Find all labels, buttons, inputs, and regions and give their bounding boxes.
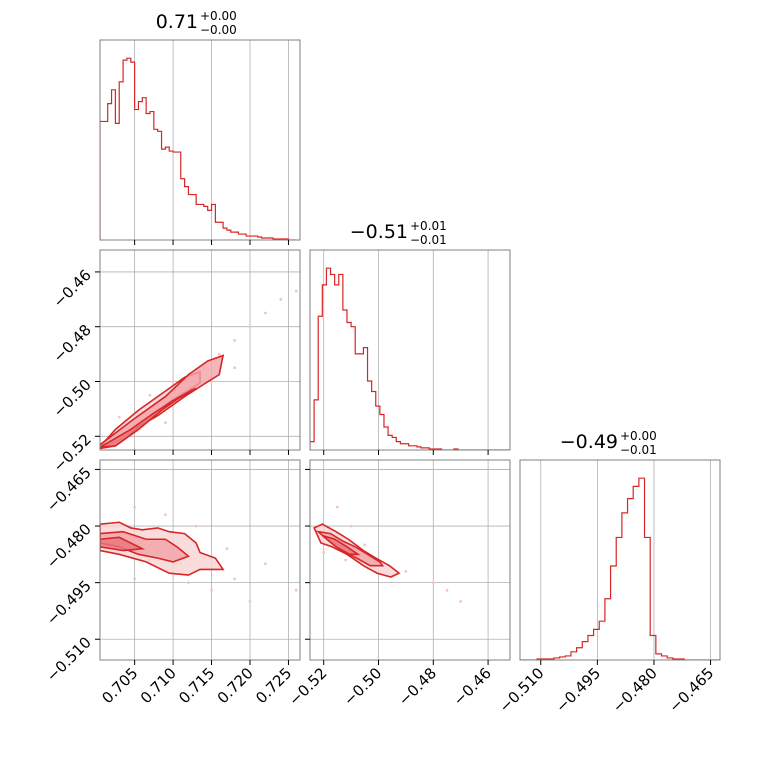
x-tick-label: 0.705 <box>98 664 141 707</box>
x-tick-label: −0.46 <box>450 664 495 709</box>
scatter-point <box>233 577 237 581</box>
scatter-point <box>335 505 339 509</box>
panel-title-lower: −0.00 <box>200 23 237 37</box>
x-tick-label: −0.52 <box>285 664 330 709</box>
y-tick-label: −0.495 <box>43 577 95 629</box>
y-tick-label: −0.50 <box>50 376 95 421</box>
scatter-point <box>322 551 326 554</box>
scatter-point <box>344 558 348 562</box>
panel-title-upper: +0.00 <box>200 9 237 23</box>
panel-title-upper: +0.01 <box>410 219 447 233</box>
panel-frame <box>99 459 301 661</box>
scatter-point <box>294 588 298 592</box>
histogram-step <box>100 57 297 240</box>
panel-title-lower: −0.01 <box>410 233 447 247</box>
panel-pair-2-0: 0.7050.7100.7150.7200.725−0.510−0.495−0.… <box>43 459 301 707</box>
density-contour <box>321 534 361 556</box>
scatter-point <box>279 297 283 301</box>
scatter-area <box>313 505 463 603</box>
scatter-point <box>263 311 267 315</box>
panel-title-value: −0.51 <box>350 221 408 243</box>
y-tick-label: −0.510 <box>43 633 95 685</box>
y-tick-label: −0.46 <box>50 266 95 311</box>
scatter-point <box>210 588 213 592</box>
panel-pair-1-0: −0.52 −0.50 −0.48 −0.46 <box>50 249 301 476</box>
histogram-step <box>310 267 510 450</box>
panel-hist-1: −0.51 +0.01−0.01 <box>309 219 511 455</box>
scatter-area <box>100 289 298 450</box>
x-tick-label: −0.510 <box>496 664 548 716</box>
scatter-point <box>187 581 190 585</box>
density-contour <box>100 536 146 552</box>
scatter-point <box>445 588 449 592</box>
x-tick-label: −0.465 <box>665 664 717 716</box>
panel-title-upper: +0.00 <box>620 429 657 443</box>
scatter-point <box>117 415 121 419</box>
panel-frame <box>309 459 511 661</box>
scatter-point <box>294 289 298 293</box>
panel-title-value: 0.71 <box>156 11 198 33</box>
y-tick-label: −0.48 <box>50 321 95 366</box>
panel-frame <box>99 39 301 241</box>
scatter-point <box>349 524 353 528</box>
scatter-point <box>363 543 367 547</box>
scatter-point <box>233 366 237 370</box>
scatter-point <box>248 325 252 329</box>
density-contour <box>100 354 225 450</box>
scatter-area <box>100 505 298 603</box>
panel-frame <box>99 249 301 451</box>
scatter-point <box>225 547 229 551</box>
scatter-point <box>148 393 152 397</box>
scatter-point <box>404 569 408 573</box>
y-tick-label: −0.52 <box>50 430 95 475</box>
scatter-point <box>263 562 267 566</box>
histogram-step <box>520 477 720 660</box>
x-tick-label: −0.50 <box>340 664 385 709</box>
scatter-point <box>233 339 237 342</box>
x-tick-label: −0.48 <box>395 664 440 709</box>
panel-frame <box>309 249 511 451</box>
panel-hist-2: −0.510 −0.495 −0.480 −0.465 −0.49 +0.00−0.01 <box>496 429 721 716</box>
x-tick-label: −0.495 <box>552 664 604 716</box>
panel-hist-0: 0.71 +0.00−0.00 <box>99 9 301 245</box>
x-tick-label: 0.715 <box>175 664 218 707</box>
panel-title-lower: −0.01 <box>620 443 657 457</box>
panel-frame <box>519 459 721 661</box>
scatter-point <box>248 600 252 603</box>
scatter-point <box>171 380 175 383</box>
scatter-point <box>431 581 435 585</box>
x-tick-label: 0.710 <box>137 664 180 707</box>
y-tick-label: −0.465 <box>43 464 95 516</box>
scatter-point <box>459 600 463 603</box>
scatter-point <box>194 524 198 528</box>
scatter-point <box>217 352 221 356</box>
scatter-point <box>133 505 137 509</box>
x-tick-label: 0.720 <box>214 664 257 707</box>
density-contour <box>100 387 197 449</box>
scatter-point <box>133 577 137 581</box>
scatter-point <box>163 513 167 517</box>
panel-title-value: −0.49 <box>560 431 618 453</box>
x-tick-label: −0.480 <box>609 664 661 716</box>
y-tick-label: −0.480 <box>43 520 95 572</box>
panel-pair-2-1: −0.52 −0.50 −0.48 −0.46 <box>285 459 511 709</box>
scatter-point <box>163 421 167 425</box>
